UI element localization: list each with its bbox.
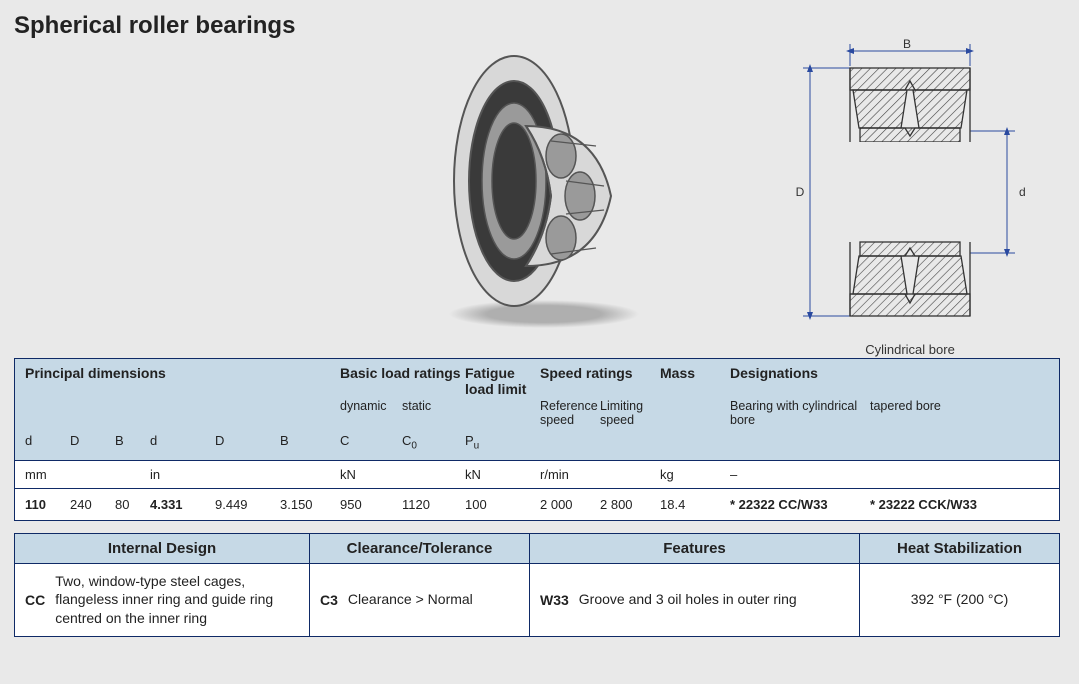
hdr-features: Features [530,534,860,564]
hdr-designations: Designations [730,365,985,399]
col-d-mm: d [25,433,70,452]
specs-units-row: mm in kN kN r/min kg – [15,461,1059,489]
cell-clearance: C3 Clearance > Normal [310,564,530,637]
specs-data-row: 110 240 80 4.331 9.449 3.150 950 1120 10… [15,489,1059,520]
bore-diagram: B D d [775,36,1045,357]
val-B-mm: 80 [115,497,150,512]
dim-d-label: d [1019,185,1026,199]
specs-header: Principal dimensions Basic load ratings … [15,359,1059,461]
hdr-mass: Mass [660,365,730,399]
val-speed-ref: 2 000 [540,497,600,512]
code-cc: CC [25,592,45,608]
unit-in: in [150,467,340,482]
hdr-fatigue: Fatigue load limit [465,365,540,399]
text-internal: Two, window-type steel cages, flangeless… [55,572,299,629]
specs-table: Principal dimensions Basic load ratings … [14,358,1060,521]
val-desig-cyl: * 22322 CC/W33 [730,497,870,512]
col-d-in: d [150,433,215,452]
dim-D-label: D [796,185,805,199]
hdr-speed: Speed ratings [540,365,660,399]
text-clearance: Clearance > Normal [348,590,473,609]
col-C0: C0 [402,433,465,452]
val-B-in: 3.150 [280,497,340,512]
sub-desig-cyl: Bearing with cylindrical bore [730,399,870,427]
val-D-mm: 240 [70,497,115,512]
val-D-in: 9.449 [215,497,280,512]
val-C0: 1120 [402,497,465,512]
sub-desig-tap: tapered bore [870,399,985,427]
unit-rmin: r/min [540,467,660,482]
col-B-mm: B [115,433,150,452]
text-heat: 392 °F (200 °C) [911,590,1009,609]
info-table: Internal Design Clearance/Tolerance Feat… [14,533,1060,638]
sub-limspeed: Limiting speed [600,399,660,427]
hdr-heat: Heat Stabilization [860,534,1059,564]
col-D-in: D [215,433,280,452]
code-c3: C3 [320,592,338,608]
text-features: Groove and 3 oil holes in outer ring [579,590,797,609]
hero-area: B D d [14,46,1065,356]
cell-internal: CC Two, window-type steel cages, flangel… [15,564,310,637]
val-desig-tap: * 23222 CCK/W33 [870,497,985,512]
sub-dynamic: dynamic [340,399,402,427]
hdr-basic-load: Basic load ratings [340,365,465,399]
val-d-mm: 110 [25,497,70,512]
info-body: CC Two, window-type steel cages, flangel… [15,564,1059,637]
unit-kg: kg [660,467,730,482]
hdr-principal: Principal dimensions [25,365,340,399]
val-mass: 18.4 [660,497,730,512]
col-C: C [340,433,402,452]
unit-kN2: kN [465,467,540,482]
sub-refspeed: Reference speed [540,399,600,427]
dim-B-label: B [903,37,911,51]
hdr-internal-design: Internal Design [15,534,310,564]
unit-kN: kN [340,467,465,482]
bearing-illustration [414,36,674,336]
val-C: 950 [340,497,402,512]
bore-caption: Cylindrical bore [775,342,1045,357]
col-B-in: B [280,433,340,452]
code-w33: W33 [540,592,569,608]
val-Pu: 100 [465,497,540,512]
val-speed-limit: 2 800 [600,497,660,512]
unit-mm: mm [25,467,150,482]
val-d-in: 4.331 [150,497,215,512]
col-Pu: Pu [465,433,540,452]
cell-features: W33 Groove and 3 oil holes in outer ring [530,564,860,637]
sub-static: static [402,399,465,427]
cell-heat: 392 °F (200 °C) [860,564,1059,637]
unit-dash: – [730,467,985,482]
info-header: Internal Design Clearance/Tolerance Feat… [15,534,1059,564]
col-D-mm: D [70,433,115,452]
hdr-clearance: Clearance/Tolerance [310,534,530,564]
